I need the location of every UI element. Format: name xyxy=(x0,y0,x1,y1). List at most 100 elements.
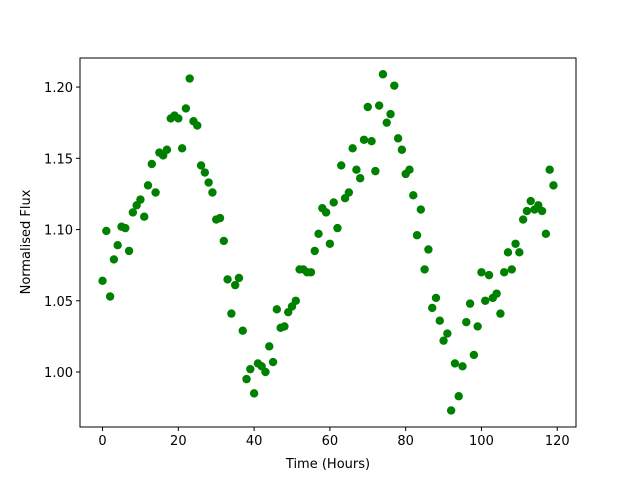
data-point xyxy=(162,145,172,154)
data-point xyxy=(511,239,520,248)
data-point xyxy=(507,265,516,274)
data-point xyxy=(492,289,501,298)
data-point xyxy=(261,367,270,377)
data-point xyxy=(242,374,251,384)
data-point xyxy=(382,118,391,127)
data-point xyxy=(196,161,206,170)
data-point xyxy=(200,168,210,177)
data-point xyxy=(416,205,426,214)
data-point xyxy=(98,276,107,286)
data-point xyxy=(469,350,479,360)
y-tick-label: 1.10 xyxy=(44,224,73,239)
data-point xyxy=(265,342,274,351)
data-point xyxy=(280,322,289,331)
data-point xyxy=(325,239,335,248)
data-point xyxy=(481,296,490,305)
data-point xyxy=(140,212,149,221)
data-point xyxy=(105,292,115,301)
data-point xyxy=(181,104,191,113)
data-point xyxy=(499,268,509,277)
data-point xyxy=(291,296,300,305)
x-axis-label: Time (Hours) xyxy=(285,457,370,472)
data-point xyxy=(439,336,448,345)
data-point xyxy=(109,255,119,264)
data-point xyxy=(465,299,475,308)
data-point xyxy=(393,134,403,143)
data-point xyxy=(477,268,486,277)
data-point xyxy=(356,174,365,183)
data-point xyxy=(412,231,422,240)
y-tick-label: 1.00 xyxy=(44,366,73,381)
data-point xyxy=(352,165,361,174)
data-point xyxy=(545,165,554,174)
x-tick-label: 40 xyxy=(246,434,263,449)
data-point xyxy=(310,246,319,256)
data-point xyxy=(147,159,157,169)
data-point xyxy=(522,206,532,216)
data-point xyxy=(484,270,494,280)
x-tick-label: 80 xyxy=(397,434,414,449)
data-point xyxy=(234,273,244,283)
data-point xyxy=(496,309,505,318)
data-point xyxy=(121,223,130,233)
data-point xyxy=(363,102,372,112)
data-point xyxy=(337,161,346,170)
data-point xyxy=(443,329,452,338)
data-point xyxy=(367,137,376,146)
data-point xyxy=(238,326,247,335)
data-point xyxy=(246,364,255,374)
data-point xyxy=(143,181,153,190)
data-point xyxy=(374,101,384,110)
x-tick-label: 60 xyxy=(322,434,339,449)
data-point xyxy=(431,293,441,303)
data-point xyxy=(124,246,134,256)
data-point xyxy=(174,114,183,123)
data-point xyxy=(378,70,388,79)
data-point xyxy=(515,248,524,257)
data-point xyxy=(268,357,278,367)
data-point xyxy=(518,215,528,224)
x-tick-label: 100 xyxy=(469,434,494,449)
data-point xyxy=(371,166,380,176)
data-point xyxy=(208,188,217,197)
data-point xyxy=(359,135,369,144)
y-tick-label: 1.15 xyxy=(44,152,73,167)
data-point xyxy=(177,144,187,153)
data-point xyxy=(428,303,437,313)
data-point xyxy=(537,206,547,216)
data-point xyxy=(344,188,354,197)
data-point xyxy=(348,144,357,153)
data-point xyxy=(314,229,323,239)
data-point xyxy=(450,359,460,368)
data-point xyxy=(541,229,551,239)
data-point xyxy=(223,275,232,284)
data-point xyxy=(424,245,433,254)
data-point xyxy=(458,362,467,371)
data-point xyxy=(128,208,138,217)
data-point xyxy=(462,317,471,327)
data-point xyxy=(397,145,407,154)
y-tick-label: 1.05 xyxy=(44,295,73,310)
data-point xyxy=(151,188,160,197)
data-point xyxy=(306,268,316,277)
data-point xyxy=(526,196,535,206)
data-point xyxy=(136,195,145,204)
data-point xyxy=(503,248,513,257)
y-axis-label: Normalised Flux xyxy=(19,189,34,294)
data-point xyxy=(405,165,414,174)
data-point xyxy=(473,322,482,331)
data-point xyxy=(219,236,228,246)
data-point xyxy=(333,223,342,233)
y-tick-label: 1.20 xyxy=(44,81,73,96)
data-point xyxy=(227,309,236,318)
x-tick-label: 120 xyxy=(545,434,570,449)
data-point xyxy=(102,226,111,236)
data-point xyxy=(435,316,444,325)
data-point xyxy=(386,109,395,119)
data-point xyxy=(549,181,558,190)
data-point xyxy=(321,208,331,217)
data-point xyxy=(446,406,456,415)
data-point xyxy=(249,389,259,398)
plot-frame xyxy=(79,57,577,428)
